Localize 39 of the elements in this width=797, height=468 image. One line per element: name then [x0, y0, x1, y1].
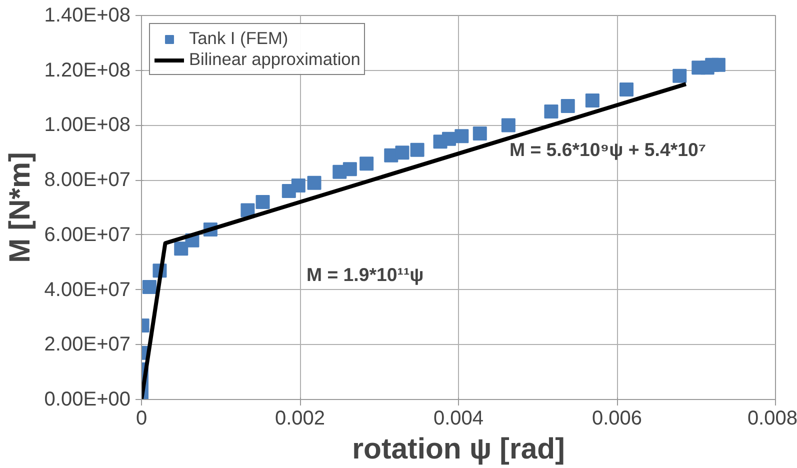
y-tick-label: 6.00E+07: [44, 224, 131, 246]
point: [472, 126, 487, 140]
point: [410, 142, 424, 157]
y-axis-title: M [N*m]: [3, 152, 36, 263]
y-tick-label: 8.00E+07: [44, 169, 131, 192]
x-tick-label: 0.002: [274, 408, 326, 430]
x-tick-label: 0.006: [592, 408, 642, 430]
point: [560, 99, 575, 114]
y-tick-label: 1.20E+08: [44, 59, 131, 82]
point: [240, 203, 255, 218]
point: [711, 58, 726, 72]
point: [291, 178, 306, 193]
point: [360, 156, 374, 171]
point: [142, 280, 156, 294]
y-tick-label: 2.00E+07: [44, 334, 131, 356]
point: [395, 146, 410, 160]
y-tick-label: 1.40E+08: [44, 4, 131, 26]
point: [256, 195, 270, 210]
annotation: M = 5.6*10⁹ψ + 5.4*10⁷: [510, 139, 706, 160]
y-tick-label: 0.00E+00: [44, 388, 131, 410]
x-tick-label: 0.004: [433, 408, 484, 430]
legend-label: Tank I (FEM): [189, 28, 288, 49]
point: [620, 82, 634, 97]
point: [544, 104, 558, 118]
point: [501, 118, 516, 132]
x-axis-title: rotation ψ [rad]: [352, 432, 565, 466]
x-tick-label: 0.008: [747, 408, 797, 430]
point: [307, 176, 322, 190]
y-tick-label: 4.00E+07: [44, 278, 131, 301]
point: [342, 162, 357, 176]
x-tick-label: 0: [136, 408, 148, 430]
annotation: M = 1.9*10¹¹ψ: [306, 264, 424, 285]
point: [454, 129, 469, 144]
point: [174, 242, 188, 256]
legend-label: Bilinear approximation: [189, 49, 360, 70]
y-tick-label: 1.00E+08: [44, 114, 131, 136]
point: [442, 132, 456, 146]
point: [672, 68, 687, 83]
point: [585, 94, 600, 108]
